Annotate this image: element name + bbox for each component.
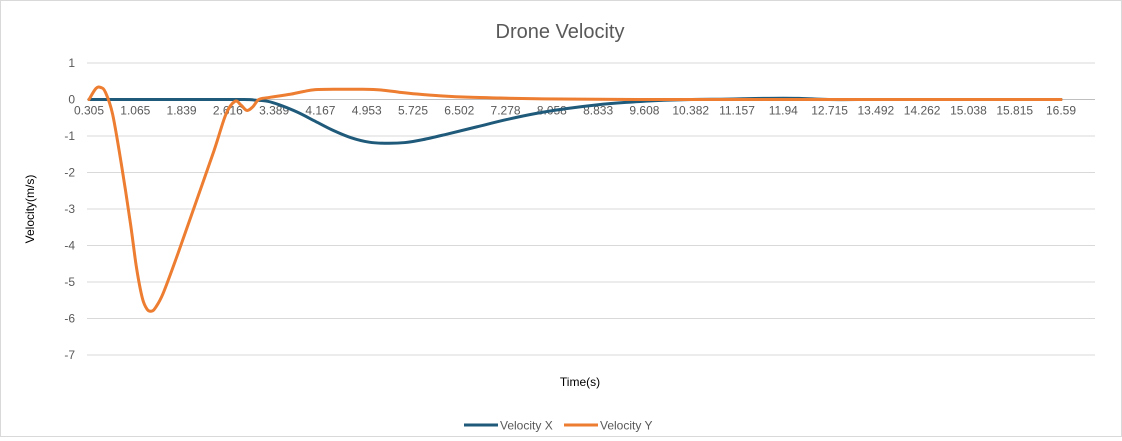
x-tick-label: 5.725 xyxy=(398,104,428,118)
x-tick-label: 15.815 xyxy=(996,104,1033,118)
x-tick-label: 10.382 xyxy=(672,104,709,118)
x-tick-label: 15.038 xyxy=(950,104,987,118)
x-axis-ticks: 0.305 1.065 1.839 2.616 3.389 4.167 4.953 5.725… xyxy=(74,104,1076,118)
x-axis-label: Time(s) xyxy=(560,375,600,389)
chart-title: Drone Velocity xyxy=(496,21,625,43)
x-tick-label: 13.492 xyxy=(858,104,895,118)
y-tick-label: -3 xyxy=(64,202,75,216)
x-tick-label: 12.715 xyxy=(811,104,848,118)
y-axis-ticks: 1 0 -1 -2 -3 -4 -5 -6 -7 xyxy=(64,56,75,362)
y-tick-label: -2 xyxy=(64,166,75,180)
x-tick-label: 0.305 xyxy=(74,104,104,118)
legend-label: Velocity X xyxy=(500,419,553,433)
y-tick-label: -6 xyxy=(64,312,75,326)
x-tick-label: 11.94 xyxy=(769,104,798,118)
y-tick-label: -4 xyxy=(64,239,75,253)
x-tick-label: 1.839 xyxy=(167,104,197,118)
y-axis-label: Velocity(m/s) xyxy=(23,175,37,244)
x-tick-label: 1.065 xyxy=(120,104,150,118)
series-lines xyxy=(87,85,1063,313)
x-tick-label: 11.157 xyxy=(719,104,755,118)
y-tick-label: 0 xyxy=(68,93,75,107)
legend: Velocity X Velocity Y xyxy=(464,419,652,433)
x-tick-label: 9.608 xyxy=(629,104,659,118)
y-tick-label: -1 xyxy=(64,129,75,143)
y-tick-label: -7 xyxy=(64,348,75,362)
series-line-2 xyxy=(87,85,1063,313)
x-tick-label: 4.953 xyxy=(352,104,382,118)
legend-label: Velocity Y xyxy=(600,419,652,433)
x-tick-label: 14.262 xyxy=(904,104,941,118)
x-tick-label: 7.278 xyxy=(491,104,521,118)
x-tick-label: 4.167 xyxy=(305,104,335,118)
x-tick-label: 6.502 xyxy=(444,104,474,118)
y-tick-label: -5 xyxy=(64,275,75,289)
y-tick-label: 1 xyxy=(68,56,75,70)
x-tick-label: 16.59 xyxy=(1046,104,1076,118)
